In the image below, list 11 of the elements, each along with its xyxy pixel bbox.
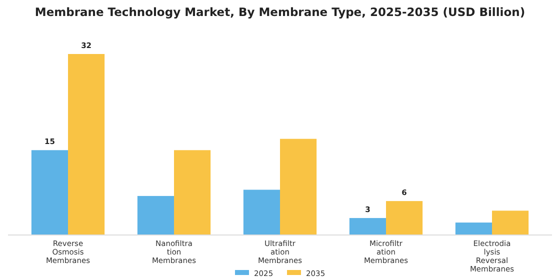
- bar: [174, 150, 211, 235]
- bar: [137, 196, 174, 235]
- bar: [68, 54, 105, 235]
- bar: [349, 218, 386, 235]
- bar: [492, 210, 529, 235]
- bar: [243, 190, 280, 235]
- bar: [386, 201, 423, 235]
- bar: [455, 222, 492, 235]
- bar: [31, 150, 68, 235]
- bar: [280, 138, 317, 235]
- chart-title: Membrane Technology Market, By Membrane Type, 2025-2035 (USD Billion): [34, 5, 526, 19]
